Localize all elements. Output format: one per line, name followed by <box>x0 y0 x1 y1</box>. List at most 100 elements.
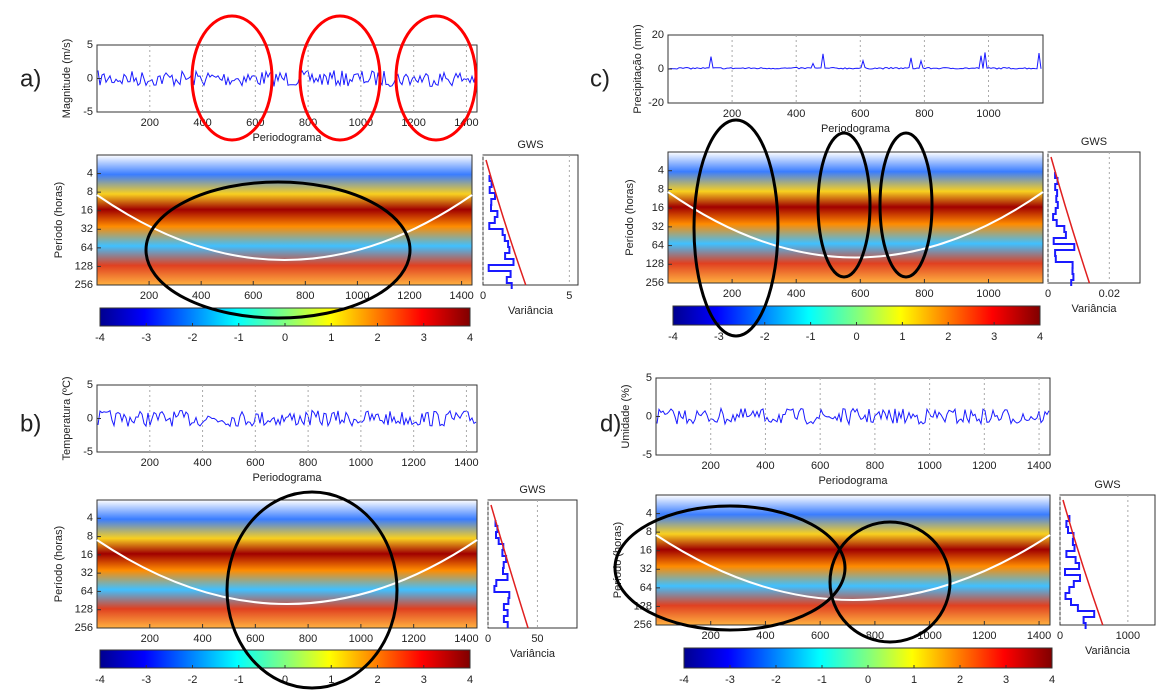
x-axis-label: Periodograma <box>818 475 888 487</box>
x-tick-label: 1000 <box>1116 630 1140 642</box>
gws-frame <box>482 154 579 286</box>
y-tick-label: 128 <box>634 600 652 612</box>
y-tick-label: 256 <box>75 622 93 634</box>
gws-line <box>1052 172 1076 286</box>
x-tick-label: 800 <box>866 460 884 472</box>
y-tick-label: 4 <box>658 165 664 177</box>
x-tick-label: 200 <box>141 457 159 469</box>
x-tick-label: 1400 <box>449 290 473 302</box>
x-tick-label: 200 <box>702 630 720 642</box>
x-tick-label: 800 <box>299 457 317 469</box>
gws-line <box>493 520 511 628</box>
colorbar-tick-label: -3 <box>141 332 151 344</box>
y-tick-label: 16 <box>640 545 652 557</box>
highlight-ellipse <box>613 504 847 632</box>
highlight-ellipse <box>816 131 872 279</box>
colorbar-tick-label: 3 <box>421 674 427 686</box>
x-tick-label: 1200 <box>397 290 421 302</box>
y-axis-label: Período (horas) <box>53 182 65 258</box>
x-tick-label: 0 <box>485 633 491 645</box>
y-tick-label: 5 <box>646 372 652 384</box>
panel-label: d) <box>600 410 621 437</box>
colorbar-tick-label: 4 <box>1037 331 1043 343</box>
x-tick-label: 1400 <box>454 457 478 469</box>
wavelet-spectrum <box>96 154 473 286</box>
x-tick-label: 800 <box>915 288 933 300</box>
colorbar-tick-label: -1 <box>817 674 827 686</box>
y-tick-label: 16 <box>652 202 664 214</box>
cone-of-influence <box>96 194 473 261</box>
y-axis-label: Umidade (%) <box>620 384 632 448</box>
x-tick-label: 0 <box>1057 630 1063 642</box>
y-tick-label: 64 <box>652 239 664 251</box>
y-tick-label: 5 <box>87 379 93 391</box>
x-axis-label: Periodograma <box>252 132 322 144</box>
x-tick-label: 600 <box>811 630 829 642</box>
colorbar-tick-label: 0 <box>282 332 288 344</box>
x-axis-label: Variância <box>1085 645 1131 657</box>
x-tick-label: 1000 <box>976 288 1000 300</box>
x-tick-label: 800 <box>915 108 933 120</box>
plot-frame <box>96 384 478 453</box>
highlight-ellipse <box>225 490 399 690</box>
y-tick-label: 32 <box>652 221 664 233</box>
colorbar-tick-label: -4 <box>679 674 689 686</box>
wavelet-spectrum <box>655 494 1051 626</box>
cone-of-influence <box>667 191 1044 259</box>
x-tick-label: 200 <box>141 633 159 645</box>
x-axis-label: Variância <box>508 305 554 317</box>
colorbar-tick-label: 3 <box>421 332 427 344</box>
y-tick-label: 0 <box>87 412 93 424</box>
colorbar-tick-label: 1 <box>328 674 334 686</box>
y-tick-label: -5 <box>83 106 93 118</box>
wavelet-spectrum <box>667 151 1044 284</box>
colorbar-tick-label: 3 <box>991 331 997 343</box>
y-axis-label: Período (horas) <box>612 522 624 598</box>
x-tick-label: 600 <box>246 633 264 645</box>
significance-line <box>485 159 527 286</box>
colorbar-tick-label: 0 <box>282 674 288 686</box>
y-axis-label: Precipitação (mm) <box>632 24 644 113</box>
y-tick-label: 128 <box>75 260 93 272</box>
x-tick-label: 0 <box>480 290 486 302</box>
colorbar-tick-label: 4 <box>467 674 473 686</box>
highlight-ellipse <box>190 14 274 142</box>
x-tick-label: 200 <box>141 117 159 129</box>
colorbar-tick-label: 2 <box>945 331 951 343</box>
x-tick-label: 800 <box>299 633 317 645</box>
y-tick-label: 128 <box>75 604 93 616</box>
plot-frame <box>655 377 1051 456</box>
x-tick-label: 400 <box>192 290 210 302</box>
x-axis-label: Periodograma <box>252 472 322 484</box>
y-tick-label: -20 <box>648 97 664 109</box>
significance-line <box>1062 499 1104 626</box>
wavelet-spectrum <box>96 499 478 629</box>
y-axis-label: Período (horas) <box>624 179 636 255</box>
x-tick-label: 1000 <box>349 457 373 469</box>
gws-line <box>487 175 515 289</box>
x-tick-label: 600 <box>246 457 264 469</box>
gws-title: GWS <box>519 484 545 496</box>
y-tick-label: 0 <box>87 72 93 84</box>
signal-line <box>656 406 1050 427</box>
y-tick-label: 4 <box>87 167 93 179</box>
highlight-ellipse <box>828 520 952 644</box>
x-tick-label: 600 <box>244 290 262 302</box>
x-tick-label: 200 <box>723 288 741 300</box>
highlight-ellipse <box>298 14 382 142</box>
panel-label: a) <box>20 65 41 92</box>
x-tick-label: 400 <box>193 633 211 645</box>
y-tick-label: 0 <box>658 63 664 75</box>
colorbar-tick-label: 3 <box>1003 674 1009 686</box>
colorbar-tick-label: -4 <box>668 331 678 343</box>
y-tick-label: 8 <box>658 183 664 195</box>
x-tick-label: 1200 <box>401 633 425 645</box>
y-tick-label: 8 <box>646 526 652 538</box>
x-tick-label: 800 <box>296 290 314 302</box>
y-tick-label: 256 <box>646 277 664 289</box>
highlight-ellipse <box>692 118 780 338</box>
y-tick-label: -5 <box>83 446 93 458</box>
colorbar-tick-label: -3 <box>714 331 724 343</box>
colorbar-tick-label: 1 <box>899 331 905 343</box>
